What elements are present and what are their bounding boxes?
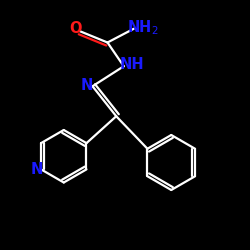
Text: N: N (30, 162, 43, 177)
Text: N: N (81, 78, 93, 92)
Text: NH$_2$: NH$_2$ (128, 18, 159, 37)
Text: O: O (69, 21, 82, 36)
Text: NH: NH (120, 57, 144, 72)
